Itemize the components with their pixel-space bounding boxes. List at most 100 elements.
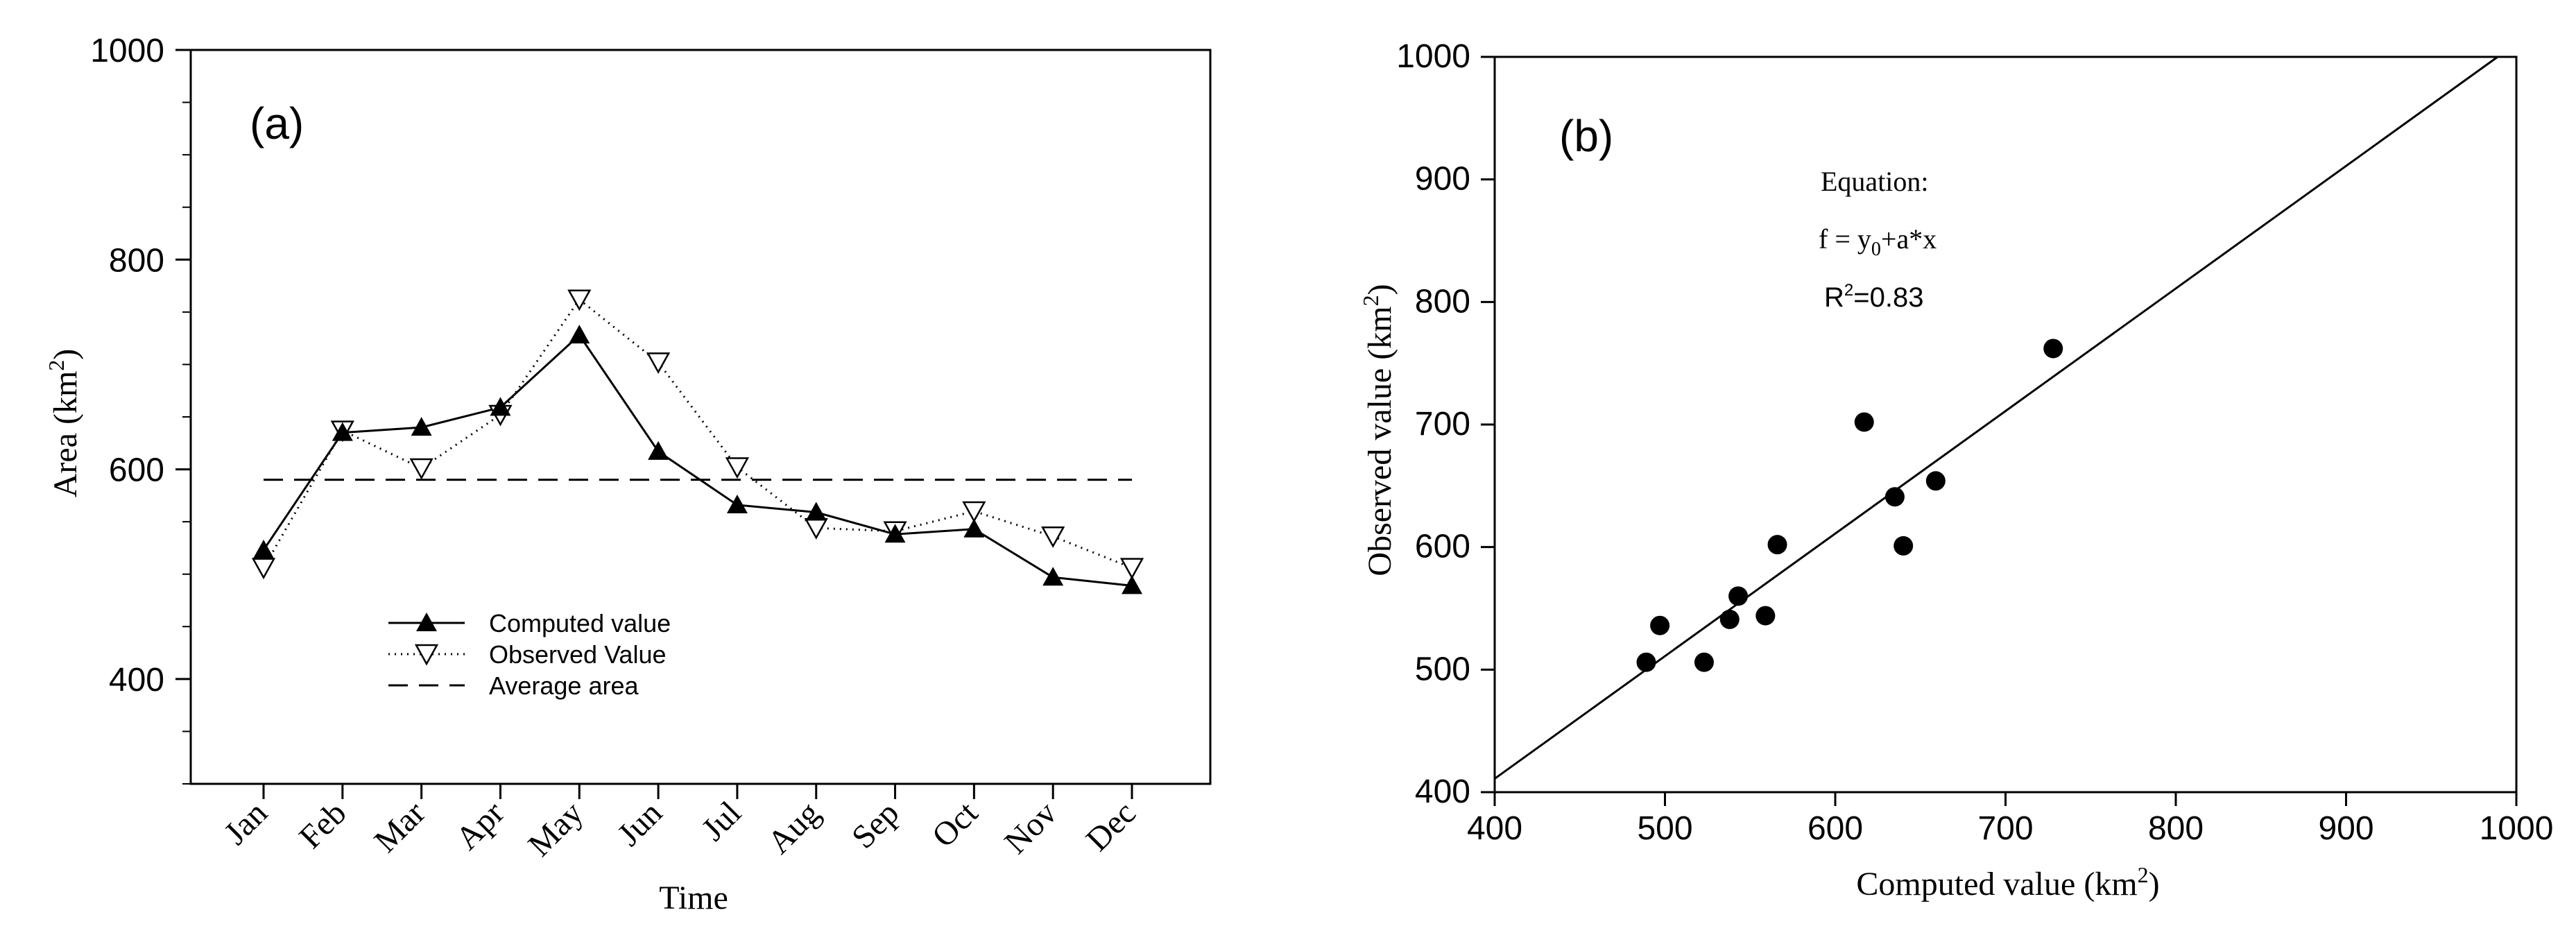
x-tick-label: Apr [449, 794, 511, 857]
observed-value-point [1041, 526, 1065, 548]
chart-b-x-axis-label-base: Computed value (km [1856, 866, 2137, 902]
y-tick-label: 900 [1415, 161, 1470, 198]
y-tick-label: 500 [1415, 651, 1470, 687]
chart-b-x-axis-label-sup: 2 [2138, 862, 2149, 887]
chart-b-y-ticks: 400 500 600 700 800 900 1000 [1396, 38, 1495, 810]
y-tick-label: 400 [1415, 773, 1470, 810]
computed-value-point [253, 539, 274, 558]
x-tick-label: Jun [610, 794, 669, 853]
computed-value-point [490, 397, 511, 416]
scatter-point [1767, 535, 1787, 555]
scatter-point [1650, 615, 1670, 635]
chart-a-panel-label: (a) [250, 99, 304, 148]
legend-average-label: Average area [489, 671, 639, 700]
chart-a-y-axis-label: Area (km2) [44, 349, 84, 498]
chart-a-y-axis-label-end: ) [47, 349, 84, 360]
computed-value-point [1122, 575, 1142, 594]
legend-observed-label: Observed Value [489, 640, 666, 669]
equation-formula-rest: +a*x [1881, 223, 1937, 255]
equation-formula: f = y0+a*x [1819, 223, 1937, 260]
equation-r2-rest: =0.83 [1853, 282, 1923, 313]
chart-b-x-axis-label: Computed value (km2) [1856, 862, 2159, 902]
x-tick-label: 900 [2318, 810, 2373, 847]
computed-value-line [262, 333, 1133, 587]
equation-formula-f: f = y [1819, 223, 1871, 255]
legend-observed-marker [414, 644, 439, 666]
chart-a-series [251, 289, 1144, 594]
x-tick-label: 400 [1467, 810, 1522, 847]
scatter-point [1894, 536, 1914, 556]
chart-b-plot-frame [1493, 55, 2518, 794]
computed-value-point [332, 422, 353, 441]
x-tick-label: 600 [1808, 810, 1863, 847]
scatter-point [1854, 412, 1874, 432]
equation-r2: R2=0.83 [1824, 281, 1923, 313]
computed-value-point [805, 502, 827, 521]
x-tick-label: 800 [2148, 810, 2204, 847]
chart-a-x-axis-label: Time [659, 880, 728, 916]
equation-label: Equation: [1821, 166, 1929, 197]
scatter-point [1884, 487, 1905, 507]
observed-value-point [962, 501, 986, 523]
y-tick-label: 700 [1415, 406, 1470, 443]
x-tick-label: May [521, 794, 590, 864]
x-tick-label: Mar [367, 794, 432, 859]
x-tick-label: Sep [845, 794, 906, 855]
chart-a-y-axis-label-base: Area (km [47, 371, 84, 498]
x-tick-label: 1000 [2480, 810, 2554, 847]
fit-line [1494, 55, 2498, 780]
computed-value-point [963, 518, 985, 538]
chart-a: 400 600 800 1000 Jan Feb Mar Apr May Jun Jul Aug Se… [44, 33, 1212, 916]
y-tick-label: 400 [109, 662, 164, 699]
y-tick-label: 600 [1415, 529, 1470, 565]
observed-value-point [409, 458, 433, 480]
chart-b-y-axis-label: Observed value (km2) [1358, 284, 1398, 576]
chart-b-y-axis-label-sup: 2 [1358, 295, 1383, 306]
observed-value-line [262, 298, 1133, 570]
scatter-point [1755, 606, 1776, 626]
y-tick-label: 800 [109, 242, 164, 279]
observed-value-point [251, 558, 276, 580]
computed-value-point [411, 417, 432, 436]
chart-a-plot-frame [189, 49, 1212, 785]
chart-b-panel-label: (b) [1559, 111, 1613, 161]
y-tick-label: 600 [109, 452, 164, 489]
chart-b-y-axis-label-base: Observed value (km [1362, 306, 1398, 576]
chart-b-x-axis-label-end: ) [2149, 866, 2160, 902]
computed-value-point [1042, 567, 1064, 586]
x-tick-label: Nov [997, 794, 1064, 861]
x-tick-label: Dec [1079, 794, 1143, 858]
y-tick-label: 1000 [90, 33, 164, 69]
computed-value-point [648, 440, 669, 460]
observed-value-point [804, 517, 828, 540]
computed-value-point [726, 494, 748, 513]
equation-r2-base: R [1824, 282, 1844, 313]
chart-b-equation: Equation: f = y0+a*x R2=0.83 [1819, 166, 1937, 313]
x-tick-label: Jul [695, 794, 748, 848]
chart-b-x-ticks: 400 500 600 700 800 900 1000 [1467, 792, 2553, 847]
observed-value-point [1119, 558, 1144, 580]
chart-b-points [1636, 339, 2063, 672]
y-tick-label: 1000 [1396, 38, 1470, 75]
chart-b-fit-line-group [1494, 55, 2498, 780]
x-tick-label: Oct [925, 794, 986, 855]
legend-computed-label: Computed value [489, 609, 671, 637]
chart-b: 400 500 600 700 800 900 1000 400 500 600 700 800 90… [1358, 38, 2553, 902]
y-tick-label: 800 [1415, 283, 1470, 320]
observed-value-point [567, 289, 592, 311]
scatter-point [1694, 652, 1714, 672]
legend-computed-marker [416, 613, 437, 631]
computed-value-point [884, 524, 906, 543]
scatter-point [1728, 586, 1749, 606]
scatter-point [1719, 609, 1740, 629]
x-tick-label: Jan [217, 794, 275, 852]
chart-a-y-axis-label-sup: 2 [44, 360, 69, 371]
chart-a-y-ticks: 400 600 800 1000 [90, 33, 191, 785]
x-tick-label: 500 [1637, 810, 1692, 847]
equation-r2-sup: 2 [1844, 281, 1853, 300]
computed-value-point [569, 325, 590, 344]
x-tick-label: Feb [292, 794, 353, 855]
equation-formula-sub: 0 [1871, 239, 1881, 260]
observed-value-point [646, 352, 671, 374]
